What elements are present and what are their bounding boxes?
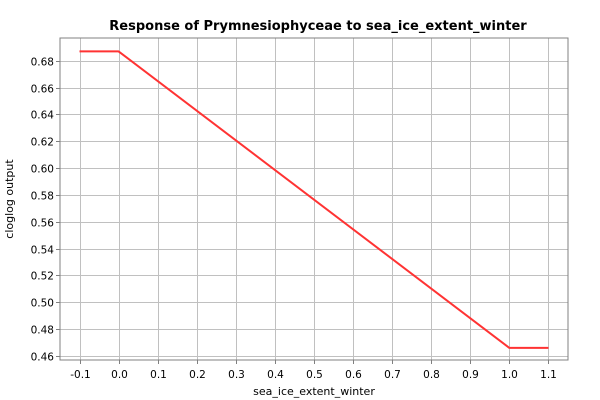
- x-tick-label: 0.2: [189, 369, 206, 381]
- y-axis-label: cloglog output: [3, 159, 16, 239]
- y-tick-label: 0.66: [31, 84, 55, 96]
- x-tick-label: 0.4: [267, 369, 284, 381]
- x-tick-label: 0.8: [423, 369, 440, 381]
- y-tick-label: 0.50: [31, 298, 54, 310]
- y-tick-label: 0.58: [31, 191, 54, 203]
- x-tick-label: 0.7: [384, 369, 401, 381]
- y-tick-label: 0.46: [31, 352, 55, 364]
- y-tick-label: 0.54: [31, 245, 55, 257]
- x-tick-label: 0.9: [462, 369, 479, 381]
- y-tick-label: 0.64: [31, 110, 55, 122]
- series-line: [79, 50, 549, 349]
- x-tick-label: 1.0: [501, 369, 518, 381]
- x-tick-label: -0.1: [70, 369, 91, 381]
- x-tick-label: 0.6: [345, 369, 362, 381]
- x-axis-label: sea_ice_extent_winter: [253, 385, 375, 398]
- series-layer: [79, 50, 549, 349]
- x-tick-label: 1.1: [540, 369, 557, 381]
- y-axis-ticks: 0.46 0.48 0.50 0.52 0.54 0.56 0.58 0.60 0.62 0.64…: [31, 57, 60, 364]
- chart-title: Response of Prymnesiophyceae to sea_ice_…: [109, 19, 527, 34]
- x-tick-label: 0.5: [306, 369, 323, 381]
- x-tick-label: 0.1: [150, 369, 167, 381]
- y-tick-label: 0.60: [31, 164, 54, 176]
- y-tick-label: 0.62: [31, 137, 54, 149]
- y-gridlines: [60, 61, 568, 357]
- x-tick-label: 0.0: [111, 369, 128, 381]
- y-tick-label: 0.52: [31, 271, 54, 283]
- y-tick-label: 0.48: [31, 325, 54, 337]
- x-gridlines: [80, 38, 549, 360]
- y-tick-label: 0.68: [31, 57, 54, 69]
- x-axis-ticks: -0.1 0.0 0.1 0.2 0.3 0.4 0.5 0.6 0.7 0.8 0.9 1.0 1.1: [70, 360, 557, 381]
- x-tick-label: 0.3: [228, 369, 245, 381]
- y-tick-label: 0.56: [31, 218, 55, 230]
